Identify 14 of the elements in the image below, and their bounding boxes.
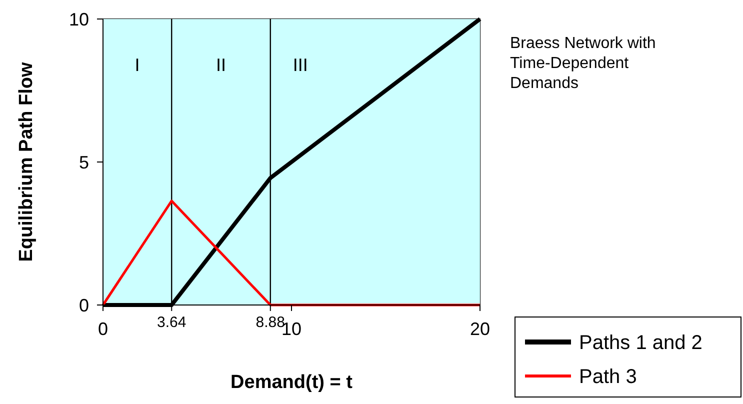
x-axis-title: Demand(t) = t: [230, 372, 354, 393]
band-label: III: [292, 55, 308, 75]
band-label: I: [134, 55, 140, 75]
y-tick-label: 5: [78, 152, 89, 172]
legend-label: Paths 1 and 2: [579, 332, 702, 354]
legend-label: Path 3: [579, 366, 637, 388]
y-tick-label: 0: [78, 295, 89, 316]
y-axis-title: Equilibrium Path Flow: [16, 62, 37, 262]
x-tick-label: 20: [470, 319, 490, 339]
band-label: II: [216, 55, 226, 75]
x-tick-label: 0: [98, 319, 108, 339]
x-tick-label: 3.64: [157, 314, 186, 331]
text: Braess Network with Time-Dependent Demands: [510, 35, 656, 92]
y-tick-label: 10: [68, 9, 89, 30]
